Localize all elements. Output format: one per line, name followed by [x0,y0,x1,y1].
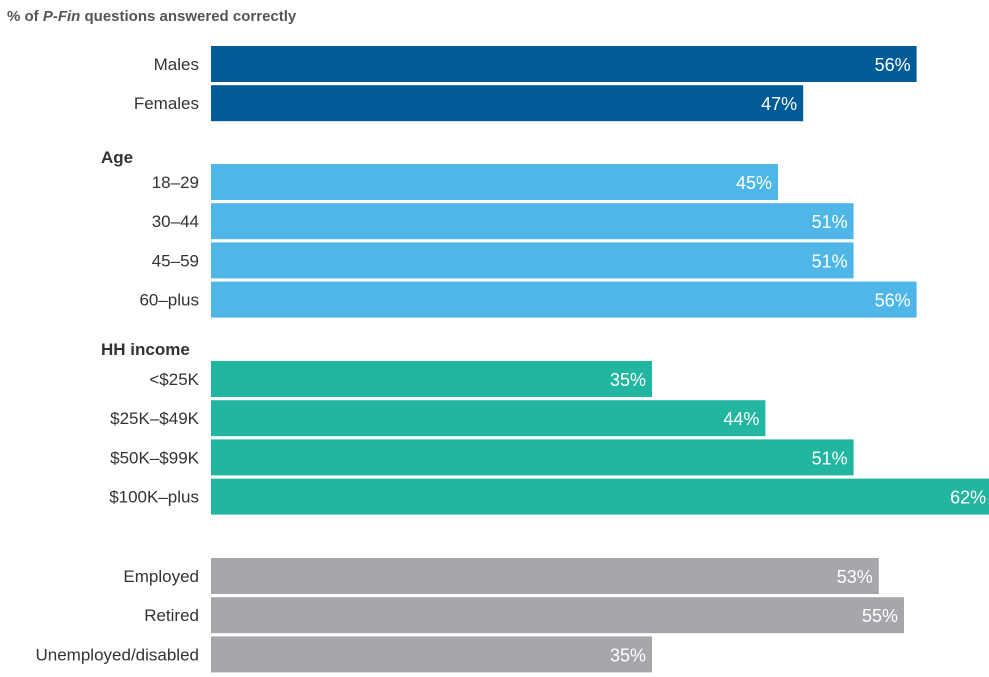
category-label: $25K–$49K [110,409,200,428]
group-heading: HH income [101,340,190,359]
category-label: Retired [144,606,199,625]
category-label: <$25K [149,370,199,389]
value-label: 56% [875,291,911,311]
value-label: 45% [736,173,772,193]
value-label: 53% [837,567,873,587]
bar [211,46,917,82]
value-label: 56% [875,55,911,75]
category-label: Employed [123,567,199,586]
category-label: Females [134,94,199,113]
value-label: 47% [761,94,797,114]
bar [211,636,652,673]
bar [211,203,854,240]
bar [211,597,904,634]
category-label: $100K–plus [109,488,199,507]
chart-title: % of P-Fin questions answered correctly [7,8,296,25]
bar [211,439,854,476]
value-label: 51% [812,251,848,271]
category-label: $50K–$99K [110,448,200,467]
bar [211,281,917,318]
value-label: 51% [812,448,848,468]
chart-title-emphasis: P-Fin [42,8,81,25]
category-label: 18–29 [152,173,199,192]
value-label: 35% [610,370,646,390]
bar [211,558,879,594]
bar [211,478,989,515]
value-label: 44% [723,409,759,429]
value-label: 62% [950,488,986,508]
category-label: 45–59 [152,251,199,270]
chart-title-suffix: questions answered correctly [80,8,297,25]
bar [211,361,652,397]
value-label: 51% [812,212,848,232]
value-label: 55% [862,606,898,626]
category-label: 60–plus [139,291,199,310]
category-label: Unemployed/disabled [36,645,200,664]
value-label: 35% [610,645,646,665]
group-heading: Age [101,148,133,167]
bar [211,400,766,437]
category-label: 30–44 [152,212,199,231]
bar [211,242,854,279]
chart-title-prefix: % of [7,8,43,25]
bar [211,164,778,200]
category-label: Males [154,55,199,74]
bar [211,85,804,122]
